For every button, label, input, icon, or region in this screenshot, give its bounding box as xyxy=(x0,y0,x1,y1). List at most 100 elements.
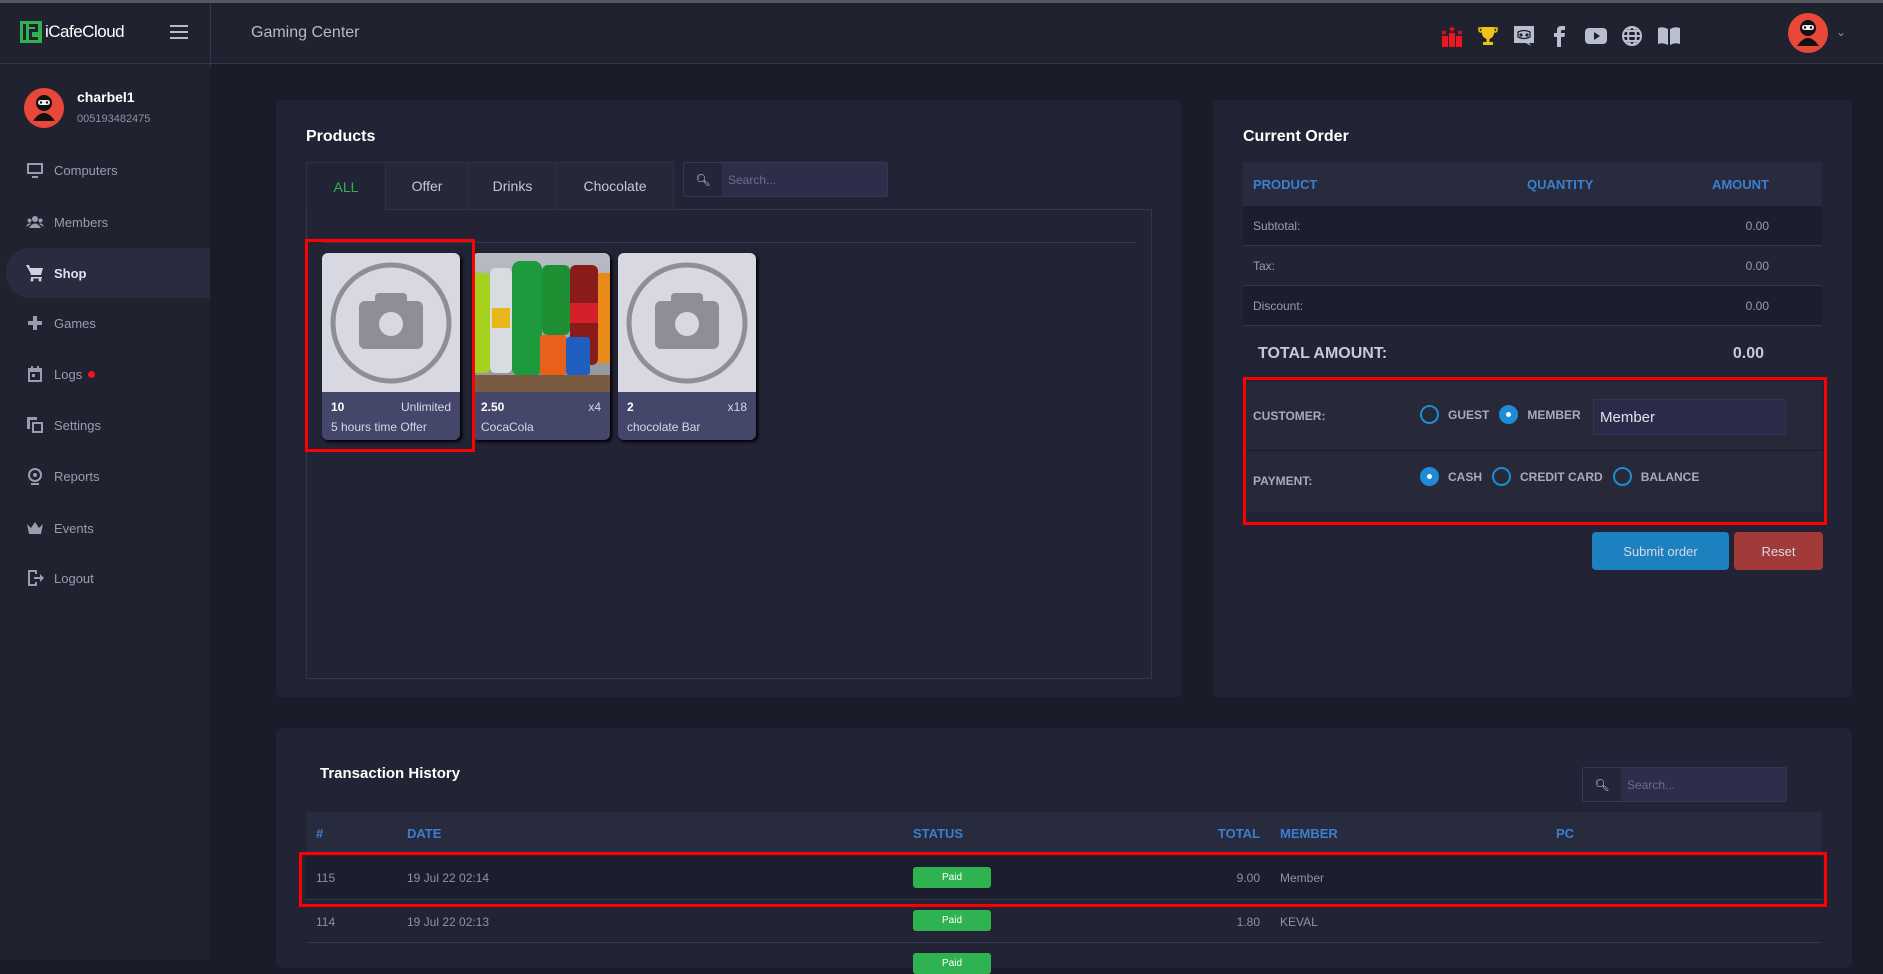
table-row[interactable]: 115 19 Jul 22 02:14 Paid 9.00 Member xyxy=(306,856,1822,900)
tab-chocolate[interactable]: Chocolate xyxy=(556,162,674,210)
sidebar-item-computers[interactable]: Computers xyxy=(0,145,210,195)
sidebar-item-reports[interactable]: Reports xyxy=(0,451,210,501)
book-icon[interactable] xyxy=(1656,23,1682,49)
header-avatar[interactable] xyxy=(1788,13,1828,53)
product-price: 2 xyxy=(627,400,634,414)
sidebar-item-games[interactable]: Games xyxy=(0,298,210,348)
divider xyxy=(322,242,1136,243)
payment-label: PAYMENT: xyxy=(1253,474,1313,488)
column-header: QUANTITY xyxy=(1527,176,1594,192)
svg-text:★: ★ xyxy=(1440,28,1447,37)
user-avatar xyxy=(24,88,64,133)
cell-id: 115 xyxy=(316,871,336,885)
row-label: Subtotal: xyxy=(1253,218,1301,233)
guest-radio[interactable] xyxy=(1420,405,1439,424)
customer-label: CUSTOMER: xyxy=(1253,409,1326,423)
column-header: DATE xyxy=(407,826,442,841)
sidebar-item-events[interactable]: Events xyxy=(0,503,210,553)
products-title: Products xyxy=(306,128,376,145)
svg-text:★: ★ xyxy=(1448,24,1456,34)
table-row[interactable]: Paid xyxy=(306,943,1822,974)
product-name: 5 hours time Offer xyxy=(331,420,427,434)
balance-radio[interactable] xyxy=(1612,467,1632,486)
product-name: chocolate Bar xyxy=(627,420,701,434)
sidebar-item-settings[interactable]: Settings xyxy=(0,400,210,450)
table-row[interactable]: 114 19 Jul 22 02:13 Paid 1.80 KEVAL xyxy=(306,900,1822,943)
calendar-icon xyxy=(28,366,42,382)
product-card[interactable]: 2.50 x4 CocaCola xyxy=(472,253,610,440)
tab-drinks[interactable]: Drinks xyxy=(468,162,557,210)
product-stock: x4 xyxy=(588,400,601,414)
ninja-avatar-icon xyxy=(1788,13,1828,53)
sidebar-item-label: Computers xyxy=(54,162,118,178)
product-search: 🔍︎ xyxy=(683,162,888,197)
column-header: MEMBER xyxy=(1280,826,1338,841)
divider xyxy=(1245,450,1822,451)
transaction-search-input[interactable] xyxy=(1621,768,1786,801)
discord-icon[interactable] xyxy=(1511,23,1537,49)
center-name: Gaming Center xyxy=(251,24,360,41)
product-search-input[interactable] xyxy=(722,163,887,196)
chevron-down-icon[interactable]: ⌄ xyxy=(1836,25,1847,39)
settings-icon xyxy=(27,417,43,433)
facebook-icon[interactable] xyxy=(1547,23,1573,49)
member-input[interactable]: Member xyxy=(1593,399,1786,435)
column-header: PC xyxy=(1556,826,1575,841)
member-radio[interactable] xyxy=(1499,405,1519,424)
svg-text:★: ★ xyxy=(1456,28,1463,37)
trophy-icon[interactable] xyxy=(1475,23,1501,49)
column-header: TOTAL xyxy=(1217,826,1260,841)
radio-label: CASH xyxy=(1448,469,1483,484)
top-bar: iCafeCloud Gaming Center ★ ★ ★ ⌄ xyxy=(0,0,1883,67)
product-name: CocaCola xyxy=(481,420,534,434)
youtube-icon[interactable] xyxy=(1583,23,1609,49)
gamepad-icon xyxy=(28,316,42,330)
highlight-box xyxy=(1243,377,1827,525)
cell-total: 1.80 xyxy=(1236,915,1260,929)
reset-button[interactable]: Reset xyxy=(1734,532,1823,570)
cell-member: Member xyxy=(1280,871,1325,885)
search-icon: 🔍︎ xyxy=(684,163,722,196)
order-row-tax: Tax: 0.00 xyxy=(1243,246,1822,286)
row-label: Tax: xyxy=(1253,258,1276,273)
sidebar-item-shop[interactable]: Shop xyxy=(6,248,210,298)
sidebar-item-members[interactable]: Members xyxy=(0,197,210,247)
logo-icon xyxy=(20,21,42,43)
credit-card-radio[interactable] xyxy=(1492,467,1512,486)
transaction-search: 🔍︎ xyxy=(1582,767,1787,802)
menu-toggle-icon[interactable] xyxy=(170,25,188,44)
order-row-subtotal: Subtotal: 0.00 xyxy=(1243,206,1822,246)
camera-placeholder-icon xyxy=(322,253,460,392)
brand-name: iCafeCloud xyxy=(45,22,125,41)
highlight-box xyxy=(305,239,475,452)
status-badge: Paid xyxy=(913,953,991,974)
radio-label: MEMBER xyxy=(1527,407,1581,422)
sidebar-item-label: Logout xyxy=(54,570,94,586)
product-card[interactable]: 10 Unlimited 5 hours time Offer xyxy=(322,253,460,440)
cell-date: 19 Jul 22 02:14 xyxy=(407,871,490,885)
tab-all[interactable]: ALL xyxy=(306,162,386,210)
globe-icon[interactable] xyxy=(1619,23,1645,49)
notification-dot xyxy=(88,370,96,378)
total-value: 0.00 xyxy=(1732,345,1764,362)
column-header: # xyxy=(316,826,324,841)
sidebar-item-label: Events xyxy=(54,520,94,536)
logout-icon xyxy=(28,570,44,586)
sidebar-item-logs[interactable]: Logs xyxy=(0,349,210,399)
product-card[interactable]: 2 x18 chocolate Bar xyxy=(618,253,756,440)
cash-radio[interactable] xyxy=(1420,467,1439,486)
tab-offer[interactable]: Offer xyxy=(385,162,469,210)
customer-options: GUEST MEMBER xyxy=(1420,405,1591,424)
radio-label: BALANCE xyxy=(1640,469,1700,484)
sidebar-item-logout[interactable]: Logout xyxy=(0,553,210,603)
ranking-icon[interactable]: ★ ★ ★ xyxy=(1439,23,1465,49)
submit-order-button[interactable]: Submit order xyxy=(1592,532,1729,570)
cell-date: 19 Jul 22 02:13 xyxy=(407,915,490,929)
logo[interactable]: iCafeCloud xyxy=(20,21,125,43)
sidebar-item-label: Logs xyxy=(54,366,83,382)
radio-label: CREDIT CARD xyxy=(1520,469,1603,484)
highlight-box xyxy=(299,852,1827,907)
sidebar-item-label: Shop xyxy=(54,265,87,281)
tab-border xyxy=(673,209,1152,210)
radio-label: GUEST xyxy=(1448,407,1490,422)
